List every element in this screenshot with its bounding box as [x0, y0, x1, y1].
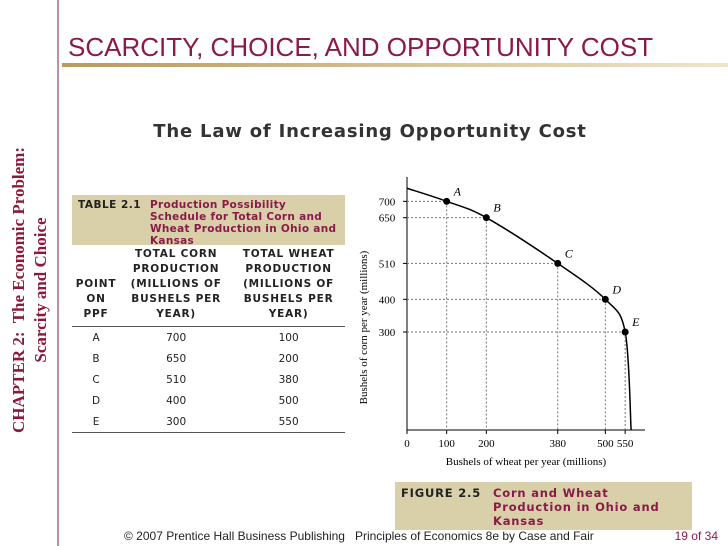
x-tick-label: 550 [617, 438, 634, 450]
column-header: POINT ON PPF [72, 245, 121, 327]
table-caption: TABLE 2.1 Production Possibility Schedule… [72, 195, 345, 247]
x-tick-label: 200 [478, 438, 495, 450]
table-label: TABLE 2.1 [78, 199, 142, 211]
subtitle: The Law of Increasing Opportunity Cost [153, 121, 586, 142]
x-tick-label: 100 [438, 438, 455, 450]
footer-credit: © 2007 Prentice Hall Business Publishing… [124, 529, 594, 543]
ppf-curve [406, 187, 632, 431]
table: TABLE 2.1 Production Possibility Schedule… [72, 195, 345, 433]
table-cell: 200 [278, 352, 299, 365]
x-tick-label: 380 [549, 438, 566, 450]
table-cell: C [92, 373, 100, 386]
data-table: POINT ON PPF TOTAL CORN PRODUCTION (MILLI… [72, 245, 345, 433]
table-cell: A [92, 331, 100, 344]
y-tick-label: 400 [379, 294, 396, 306]
column-header: TOTAL CORN PRODUCTION (MILLIONS OF BUSHE… [120, 245, 233, 327]
figure-caption: FIGURE 2.5 Corn and Wheat Production in O… [395, 482, 692, 530]
figure-title: Corn and Wheat Production in Ohio and Ka… [493, 486, 660, 528]
x-tick-label: 0 [404, 438, 410, 450]
point [443, 197, 451, 205]
y-tick-label: 510 [379, 258, 396, 270]
table-cell: D [91, 394, 101, 407]
point-label: E [631, 315, 640, 329]
table-cell: 500 [278, 394, 299, 407]
table-row: E 300 550 [72, 411, 345, 433]
table-cell: 700 [166, 331, 187, 344]
y-tick-label: 650 [379, 213, 396, 225]
point-label: D [611, 282, 621, 296]
table-cell: 380 [278, 373, 299, 386]
table-title: Production Possibility Schedule for Tota… [150, 199, 337, 247]
ppf-chart: 0 100 200 380 500 550 300 400 510 650 700 Bushels o… [358, 177, 645, 468]
title-rule [62, 63, 728, 67]
table-row: B 650 200 [72, 348, 345, 369]
table-cell: 300 [120, 411, 233, 433]
table-cell: E [72, 411, 121, 433]
point-label: A [453, 184, 462, 198]
chapter-label: CHAPTER 2: The Economic Problem: [9, 147, 28, 433]
x-tick-label: 500 [597, 438, 614, 450]
table-cell: 550 [232, 411, 345, 433]
figure-label: FIGURE 2.5 [401, 486, 481, 500]
table-cell: 650 [166, 352, 187, 365]
table-row: A 700 100 [72, 327, 345, 349]
column-header: TOTAL WHEAT PRODUCTION (MILLIONS OF BUSH… [232, 245, 345, 327]
table-cell: B [92, 352, 100, 365]
point [554, 259, 562, 267]
table-row: D 400 500 [72, 390, 345, 411]
point [601, 295, 609, 303]
x-axis-label: Bushels of wheat per year (millions) [446, 456, 607, 468]
point-label: C [565, 246, 574, 260]
point [482, 214, 490, 222]
table-row: C 510 380 [72, 369, 345, 390]
point [621, 328, 629, 336]
table-cell: 510 [166, 373, 187, 386]
y-tick-label: 300 [379, 327, 396, 339]
table-cell: 100 [278, 331, 299, 344]
slide-title: SCARCITY, CHOICE, AND OPPORTUNITY COST [68, 32, 653, 62]
page-number: 19 of 34 [675, 529, 719, 543]
point-label: B [493, 201, 501, 215]
y-tick-label: 700 [379, 196, 396, 208]
y-axis-label: Bushels of corn per year (millions) [358, 250, 370, 404]
chapter-topic: Scarcity and Choice [31, 217, 50, 363]
table-cell: 400 [166, 394, 187, 407]
